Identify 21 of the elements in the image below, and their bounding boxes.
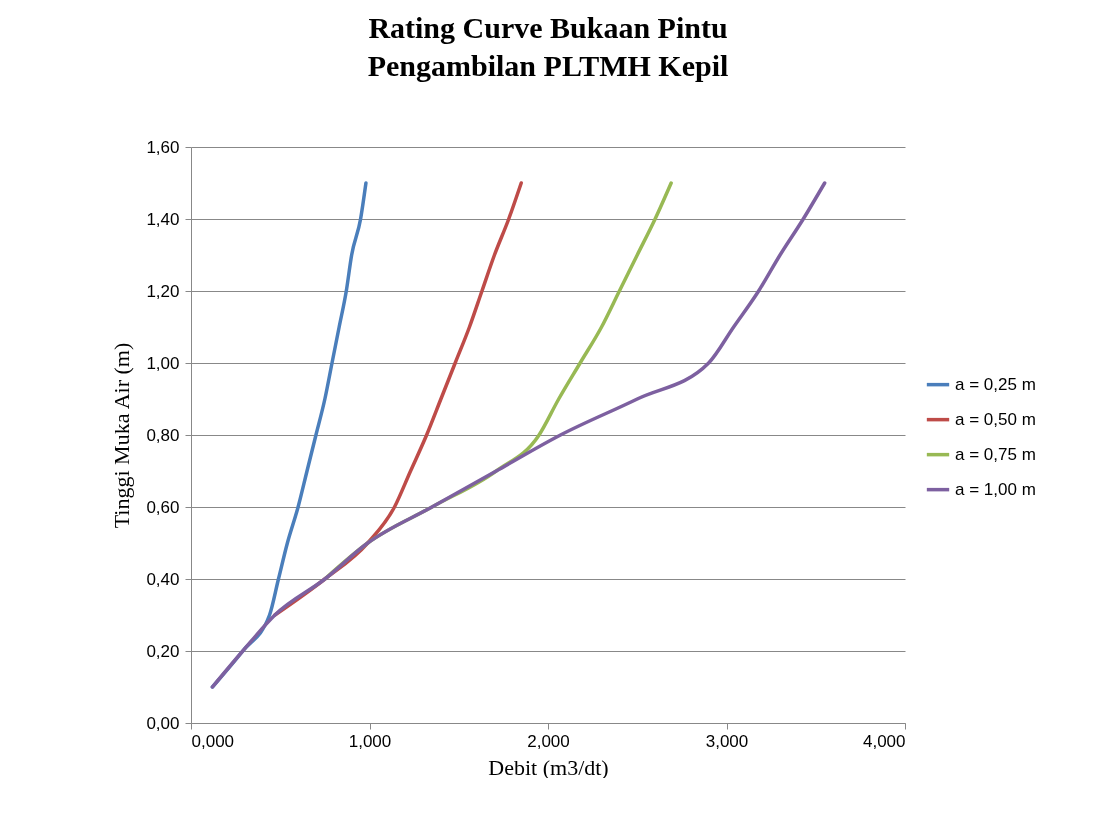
- legend-label: a = 0,75 m: [955, 444, 1036, 464]
- y-tick-label: 1,60: [146, 137, 180, 157]
- chart-title: Rating Curve Bukaan Pintu Pengambilan PLTMH Kepil: [367, 11, 729, 82]
- legend-label: a = 0,50 m: [955, 409, 1036, 429]
- y-tick-label: 1,00: [146, 353, 180, 373]
- y-tick-label: 0,60: [146, 497, 180, 517]
- y-tick-label: 1,20: [146, 281, 180, 301]
- y-tick-label: 0,40: [146, 569, 180, 589]
- y-axis-title: Tinggi Muka Air (m): [109, 342, 135, 529]
- legend-label: a = 1,00 m: [955, 479, 1036, 499]
- y-tick-label: 0,80: [146, 425, 180, 445]
- line-series: [210, 181, 827, 689]
- y-tick-label: 1,40: [146, 209, 180, 229]
- x-tick-label: 4,000: [862, 731, 906, 751]
- y-tick-label: 0,00: [146, 713, 180, 733]
- x-tick-label: 3,000: [705, 731, 749, 751]
- y-tick-label: 0,20: [146, 641, 180, 661]
- x-tick-label: 0,000: [191, 731, 235, 751]
- x-tick-label: 1,000: [348, 731, 392, 751]
- legend-label: a = 0,25 m: [955, 374, 1036, 394]
- x-tick-label: 2,000: [527, 731, 570, 751]
